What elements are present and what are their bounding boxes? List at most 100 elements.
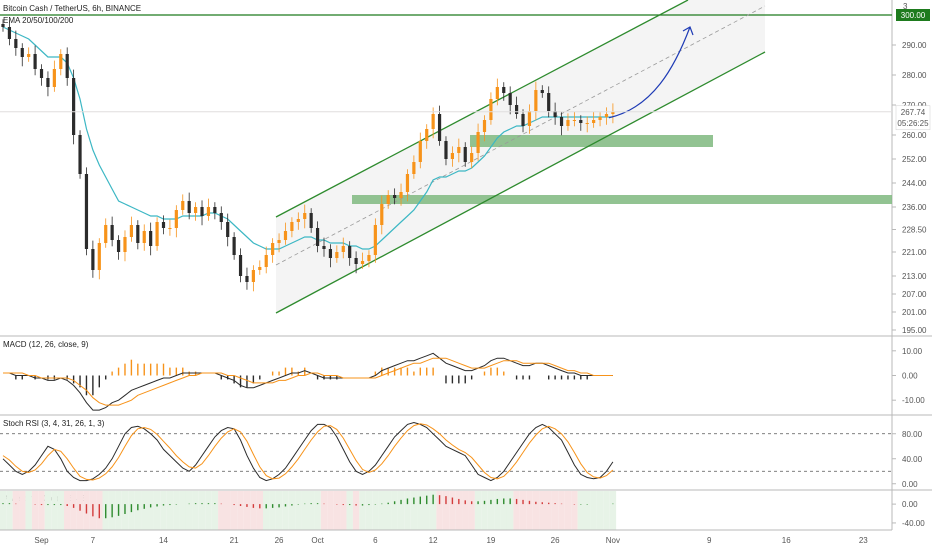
ao-background-band [230,491,238,530]
candle-body [283,231,288,240]
ao-background-band [564,491,572,530]
candle-body [547,93,551,111]
candle-body [373,225,377,255]
candle-body [174,210,178,228]
channel-background [276,0,765,313]
ao-background-band [603,491,610,530]
candle-body [489,99,493,120]
ao-background-band [320,491,328,530]
chart-title: Bitcoin Cash / TetherUS, 6h, BINANCE [3,4,141,13]
candle-body [110,225,114,240]
indicator-tick-label: 10.00 [902,347,923,356]
candle-body [418,141,422,162]
ao-background-band [487,491,495,530]
candle-body [540,90,544,93]
ao-background-band [192,491,199,530]
candle-body [296,219,300,222]
ao-background-band [539,491,546,530]
ao-background-band [397,491,405,530]
time-tick-label: 7 [91,536,96,545]
ao-background-band [340,491,347,530]
time-tick-label: 26 [551,536,560,545]
ao-background-band [307,491,315,530]
candle-body [1,24,5,27]
horizontal-level-badge [896,9,930,21]
ao-background-band [314,491,321,530]
ao-background-band [295,491,302,530]
indicator-tick-label: 40.00 [902,455,923,464]
ao-background-band [51,491,58,530]
projection-arrow[interactable] [608,26,691,119]
candle-body [149,231,153,246]
ao-background-band [250,491,257,530]
ao-background-band [38,491,45,530]
ao-background-band [372,491,379,530]
price-tick-label: 244.00 [902,179,927,188]
ao-background-band [218,491,225,530]
price-tick-label: 260.00 [902,131,927,140]
candle-body [72,78,76,135]
ao-background-band [288,491,296,530]
ao-background-band [404,491,411,530]
candle-body [335,252,339,258]
ao-background-band [429,491,437,530]
price-pane[interactable] [0,0,892,314]
candle-body [463,147,467,162]
indicator-tick-label: 0.00 [902,480,918,489]
candle-body [232,237,236,255]
ao-background-band [263,491,270,530]
ema-legend: EMA 20/50/100/200 [3,16,74,25]
candle-body [495,87,499,99]
ao-background-band [410,491,418,530]
channel-median-line [275,5,766,266]
candle-body [380,204,384,225]
candle-body [226,222,230,237]
candle-body [59,54,63,69]
candle-body [431,114,435,129]
ao-background-band [532,491,540,530]
indicator-name: MACD (12, 26, close, 9) [3,340,89,349]
ao-background-band [198,491,206,530]
candle-body [534,90,538,111]
candle-body [97,243,101,270]
ao-background-band [481,491,488,530]
candle-body [27,54,31,57]
candle-body [161,222,166,228]
candle-body [412,162,416,174]
ao-background-band [64,491,71,530]
candle-body [20,48,24,57]
candle-body [553,111,557,117]
candle-body [65,54,69,78]
candle-body [104,225,108,243]
macd-pane[interactable]: MACD (12, 26, close, 9) 10.00 0.00 -10.00 [0,335,932,411]
candle-body [611,111,615,114]
ao-background-band [179,491,186,530]
support-zone [470,135,713,147]
candle-body [604,114,609,117]
candle-body [7,27,12,39]
ao-background-band [160,491,167,530]
ao-background-band [449,491,456,530]
ao-background-band [243,491,251,530]
macd-signal-line [3,357,613,406]
price-channel-lines[interactable] [275,0,766,314]
ao-background-band [609,491,617,530]
candle-body [123,237,127,252]
price-tick-label: 207.00 [902,290,927,299]
candle-body [39,69,44,78]
candle-body [206,207,211,216]
stoch-rsi-pane[interactable]: Stoch RSI (3, 4, 31, 26, 1, 3) 80.00 40.00… [0,414,932,489]
price-tick-label: 195.00 [902,326,927,335]
last-price-badge [895,105,931,131]
candle-body [354,258,358,264]
ao-background-band [211,491,219,530]
ao-background-band [352,491,360,530]
candle-body [52,69,56,87]
channel-fill [276,0,765,313]
ao-background-band [173,491,180,530]
candle-body [450,153,454,159]
awesome-oscillator-pane[interactable]: Awesome Osc (5, 34, 5)0.00-40.00 [0,489,932,530]
ao-background-band [134,491,142,530]
candle-body [213,207,217,213]
